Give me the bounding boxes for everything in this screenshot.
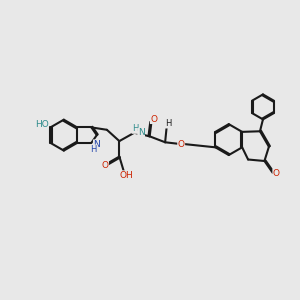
Text: HO: HO [34,120,48,129]
Text: O: O [150,115,157,124]
Text: N: N [93,140,100,149]
Text: N: N [138,128,145,137]
Text: H: H [132,124,138,134]
Text: O: O [178,140,185,148]
Text: O: O [102,161,109,170]
Text: O: O [273,169,280,178]
Text: OH: OH [119,171,133,180]
Text: H: H [165,119,172,128]
Text: H: H [91,145,97,154]
